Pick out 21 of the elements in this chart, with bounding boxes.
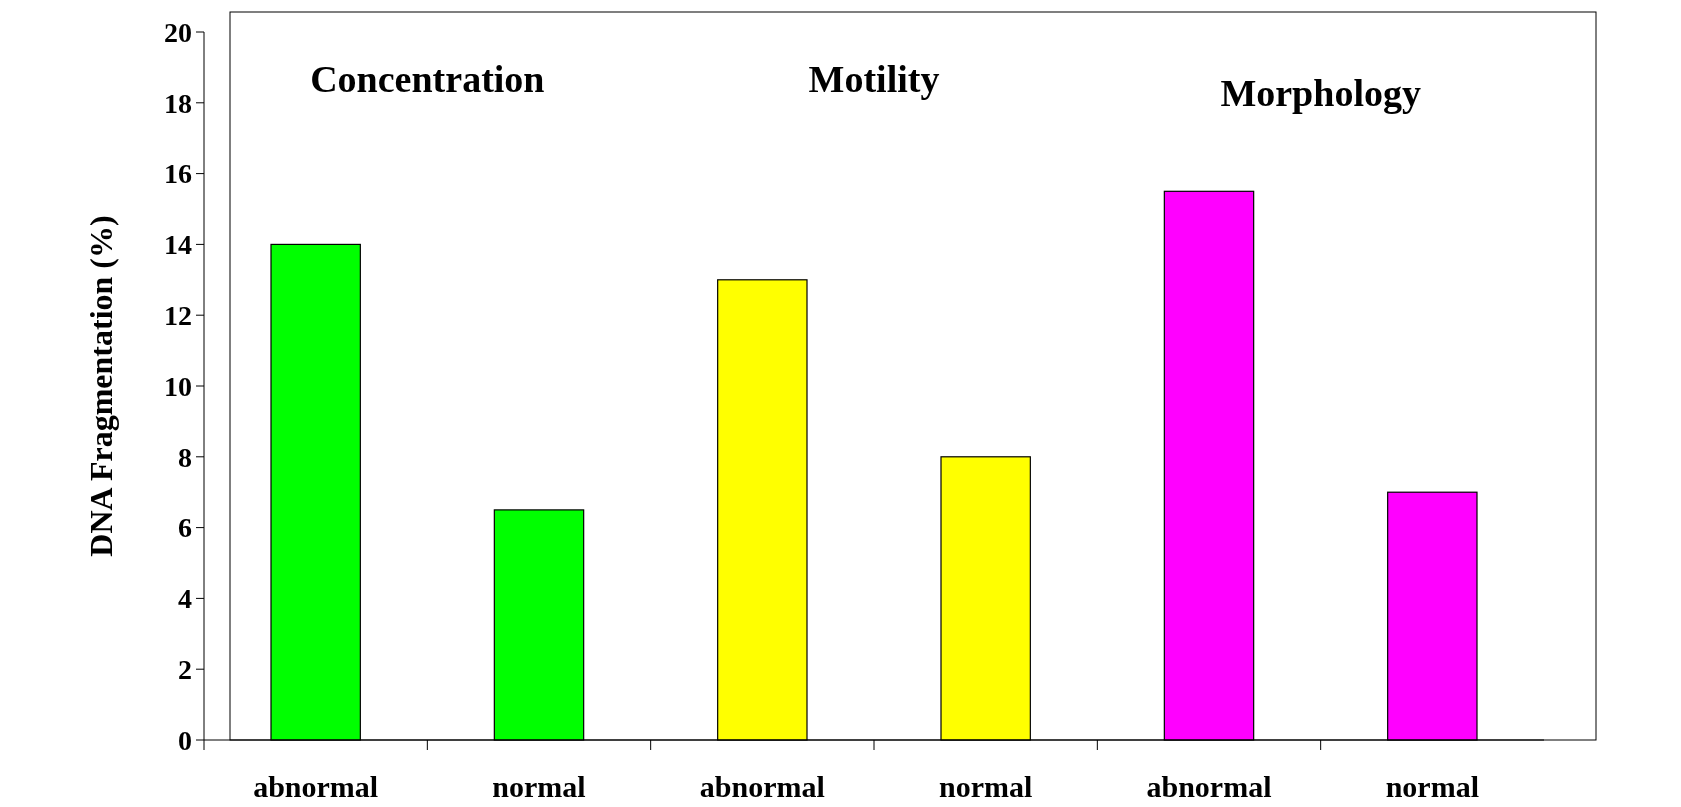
- y-tick-label: 2: [178, 654, 192, 685]
- x-tick-label: abnormal: [699, 770, 825, 803]
- y-tick-label: 12: [164, 300, 192, 331]
- y-tick-label: 8: [178, 441, 192, 473]
- annotation: Morphology: [1220, 72, 1421, 114]
- x-tick-label: normal: [939, 770, 1033, 803]
- y-tick-label: 6: [178, 512, 192, 544]
- y-axis-title: DNA Fragmentation (%): [83, 215, 119, 557]
- x-tick-label: normal: [1385, 770, 1479, 803]
- y-tick-label: 18: [164, 87, 192, 119]
- annotation: Concentration: [310, 58, 545, 100]
- annotation: Motility: [808, 58, 940, 100]
- x-tick-label: abnormal: [1146, 770, 1272, 803]
- x-tick-label: abnormal: [253, 770, 379, 803]
- y-tick-label: 16: [164, 158, 192, 190]
- x-tick-label: normal: [492, 770, 586, 803]
- y-tick-label: 0: [178, 724, 192, 756]
- y-tick-label: 10: [164, 370, 192, 402]
- y-tick-label: 4: [178, 583, 192, 615]
- y-tick-label: 20: [164, 16, 192, 48]
- y-tick-label: 14: [164, 229, 192, 261]
